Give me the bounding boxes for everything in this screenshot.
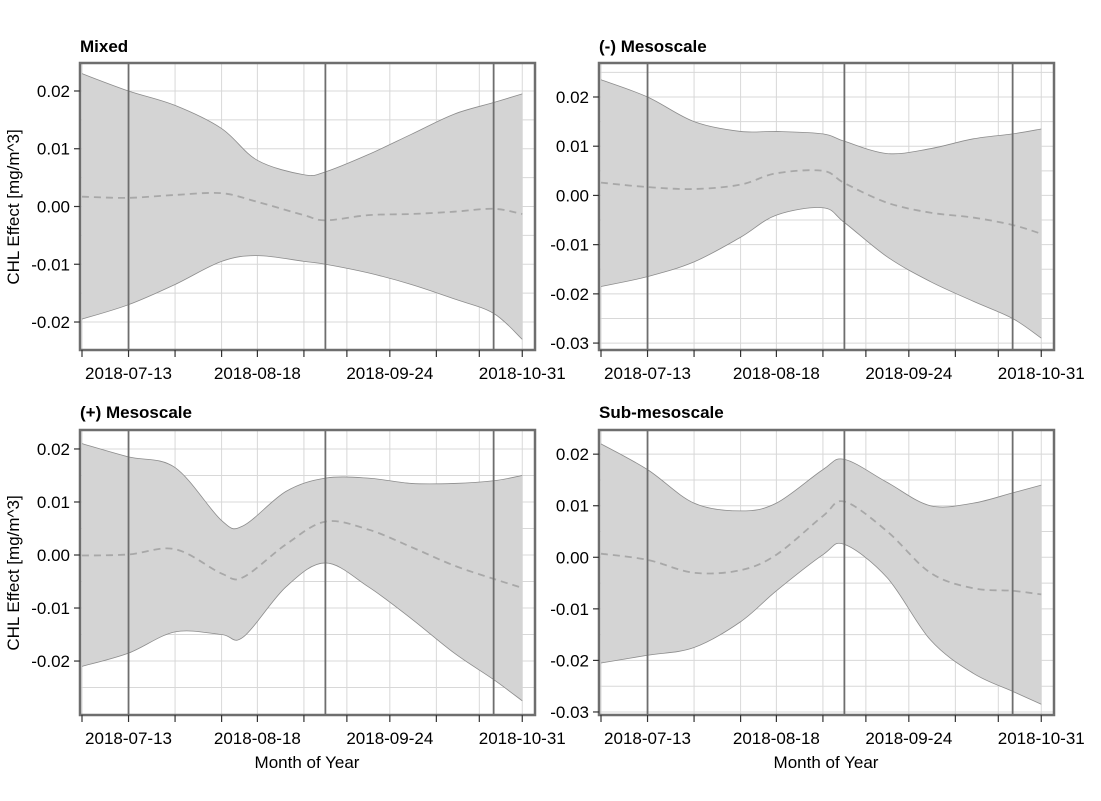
x-tick-label: 2018-10-31	[998, 729, 1085, 748]
confidence-ribbon	[601, 443, 1042, 705]
confidence-ribbon	[82, 73, 523, 340]
y-tick-label: -0.02	[31, 652, 70, 671]
y-axis-title: CHL Effect [mg/m^3]	[4, 495, 23, 650]
x-tick-label: 2018-09-24	[346, 364, 433, 383]
ribbon-upper-edge	[81, 73, 523, 176]
x-tick-label: 2018-09-24	[865, 729, 952, 748]
x-tick-label: 2018-09-24	[865, 364, 952, 383]
x-axis-title: Month of Year	[255, 753, 360, 772]
panel-negative-mesoscale: (-) Mesoscale 0.02 0.01 0.00 -0.01 -0.02 -0.0…	[550, 37, 1084, 383]
y-tick-label: 0.01	[37, 493, 70, 512]
x-tick-label: 2018-09-24	[346, 729, 433, 748]
mean-line	[81, 520, 523, 589]
x-tick-label: 2018-08-18	[733, 729, 820, 748]
panel-mixed: Mixed 0.02 0.01 0.00 -0.01 -0.02 2018-07-13 20…	[31, 37, 565, 383]
x-axis-title: Month of Year	[774, 753, 879, 772]
x-tick-label: 2018-07-13	[604, 364, 691, 383]
y-tick-label: 0.02	[556, 88, 589, 107]
mean-line	[81, 191, 523, 222]
y-tick-label: -0.01	[550, 236, 589, 255]
ribbon-upper-edge	[600, 79, 1042, 155]
x-tick-label: 2018-10-31	[998, 364, 1085, 383]
y-tick-label: 0.01	[556, 497, 589, 516]
y-tick-label: -0.02	[550, 285, 589, 304]
y-tick-label: 0.02	[37, 82, 70, 101]
ribbon-lower-edge	[600, 542, 1042, 705]
plot-frame	[597, 61, 1056, 352]
y-tick-label: -0.03	[550, 334, 589, 353]
panel-title: Mixed	[80, 37, 128, 56]
y-tick-label: -0.03	[550, 703, 589, 722]
panel-title: Sub-mesoscale	[599, 403, 724, 422]
confidence-ribbon	[82, 443, 523, 701]
y-tick-label: -0.01	[550, 600, 589, 619]
x-tick-label: 2018-08-18	[214, 364, 301, 383]
mean-line	[600, 500, 1042, 596]
ribbon-lower-edge	[600, 207, 1042, 339]
x-tick-label: 2018-07-13	[85, 364, 172, 383]
x-tick-label: 2018-07-13	[604, 729, 691, 748]
x-tick-label: 2018-10-31	[479, 364, 566, 383]
y-tick-label: 0.00	[37, 198, 70, 217]
y-tick-label: 0.00	[37, 546, 70, 565]
panel-positive-mesoscale: (+) Mesoscale 0.02 0.01 0.00 -0.01 -0.02 2018…	[31, 403, 565, 748]
plot-frame	[78, 428, 537, 717]
y-tick-label: -0.02	[550, 651, 589, 670]
y-tick-label: 0.00	[556, 548, 589, 567]
ribbon-lower-edge	[81, 562, 523, 702]
ribbon-upper-edge	[81, 443, 523, 530]
y-tick-label: -0.01	[31, 255, 70, 274]
x-tick-label: 2018-10-31	[479, 729, 566, 748]
ribbon-upper-edge	[600, 443, 1042, 512]
panel-title: (+) Mesoscale	[80, 403, 192, 422]
panel-title: (-) Mesoscale	[599, 37, 707, 56]
x-tick-label: 2018-08-18	[733, 364, 820, 383]
panel-sub-mesoscale: Sub-mesoscale 0.02 0.01 0.00 -0.01 -0.02 -0.0…	[550, 403, 1084, 748]
y-tick-label: 0.01	[556, 137, 589, 156]
plot-frame	[597, 428, 1056, 717]
x-tick-label: 2018-07-13	[85, 729, 172, 748]
y-tick-label: -0.02	[31, 313, 70, 332]
y-axis-title: CHL Effect [mg/m^3]	[4, 129, 23, 284]
y-tick-label: 0.02	[556, 445, 589, 464]
confidence-ribbon	[601, 79, 1042, 339]
mean-line	[600, 169, 1042, 235]
y-tick-label: -0.01	[31, 599, 70, 618]
y-tick-label: 0.00	[556, 186, 589, 205]
y-tick-label: 0.01	[37, 140, 70, 159]
y-tick-label: 0.02	[37, 440, 70, 459]
ribbon-lower-edge	[81, 255, 523, 340]
x-tick-label: 2018-08-18	[214, 729, 301, 748]
